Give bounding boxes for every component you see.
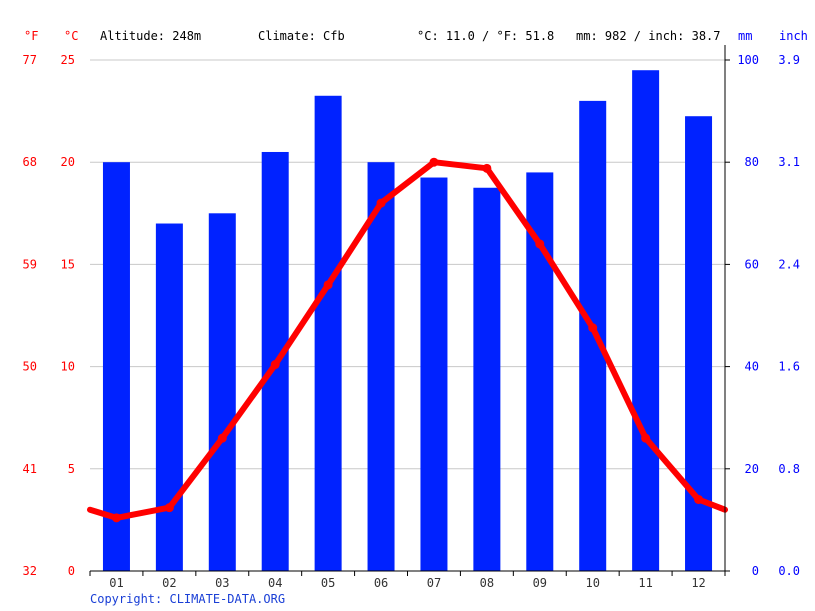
mm-tick-label: 100 bbox=[737, 53, 759, 67]
precipitation-bar bbox=[102, 162, 130, 571]
temperature-point bbox=[323, 280, 333, 290]
temperature-average-text: °C: 11.0 / °F: 51.8 bbox=[417, 29, 554, 43]
x-tick-label: 02 bbox=[162, 576, 176, 590]
temperature-point bbox=[641, 433, 651, 443]
x-tick-label: 04 bbox=[268, 576, 282, 590]
celsius-unit-label: °C bbox=[64, 29, 78, 43]
climate-text: Climate: Cfb bbox=[258, 29, 345, 43]
x-tick-label: 10 bbox=[585, 576, 599, 590]
precipitation-bar bbox=[420, 177, 448, 571]
fahrenheit-tick-label: 32 bbox=[23, 564, 37, 578]
temperature-point bbox=[588, 323, 598, 333]
mm-tick-label: 0 bbox=[752, 564, 759, 578]
temperature-point bbox=[694, 494, 704, 504]
temperature-point bbox=[111, 513, 121, 523]
mm-tick-label: 20 bbox=[745, 462, 759, 476]
x-tick-label: 11 bbox=[638, 576, 652, 590]
temperature-point bbox=[270, 360, 280, 370]
x-tick-label: 05 bbox=[321, 576, 335, 590]
x-tick-label: 01 bbox=[109, 576, 123, 590]
celsius-tick-label: 0 bbox=[68, 564, 75, 578]
precipitation-total-text: mm: 982 / inch: 38.7 bbox=[576, 29, 721, 43]
x-tick-label: 12 bbox=[691, 576, 705, 590]
celsius-tick-label: 5 bbox=[68, 462, 75, 476]
mm-unit-label: mm bbox=[738, 29, 752, 43]
temperature-point bbox=[164, 503, 174, 513]
x-tick-label: 09 bbox=[533, 576, 547, 590]
x-tick-label: 06 bbox=[374, 576, 388, 590]
celsius-tick-label: 15 bbox=[61, 257, 75, 271]
inch-tick-label: 1.6 bbox=[778, 360, 800, 374]
altitude-text: Altitude: 248m bbox=[100, 29, 201, 43]
copyright-text: Copyright: CLIMATE-DATA.ORG bbox=[90, 592, 285, 606]
mm-tick-label: 80 bbox=[745, 155, 759, 169]
precipitation-bar bbox=[632, 70, 660, 571]
fahrenheit-tick-label: 77 bbox=[23, 53, 37, 67]
fahrenheit-tick-label: 41 bbox=[23, 462, 37, 476]
grid-lines bbox=[90, 59, 725, 470]
mm-tick-label: 40 bbox=[745, 360, 759, 374]
precipitation-bar bbox=[367, 162, 395, 571]
precipitation-bar bbox=[155, 223, 183, 571]
precipitation-bar bbox=[473, 187, 501, 571]
inch-tick-label: 0.8 bbox=[778, 462, 800, 476]
fahrenheit-tick-label: 68 bbox=[23, 155, 37, 169]
temperature-point bbox=[482, 163, 492, 173]
precipitation-bars bbox=[102, 70, 713, 572]
celsius-tick-label: 20 bbox=[61, 155, 75, 169]
x-tick-label: 07 bbox=[427, 576, 441, 590]
inch-tick-label: 2.4 bbox=[778, 257, 800, 271]
inch-tick-label: 3.1 bbox=[778, 155, 800, 169]
x-tick-label: 03 bbox=[215, 576, 229, 590]
temperature-point bbox=[217, 433, 227, 443]
fahrenheit-unit-label: °F bbox=[24, 29, 38, 43]
axis-labels: 01 02 03 04 05 06 07 08 09 10 11 123241505968770510… bbox=[23, 53, 800, 590]
inch-tick-label: 3.9 bbox=[778, 53, 800, 67]
temperature-point bbox=[429, 157, 439, 167]
temperature-line bbox=[87, 157, 728, 523]
temperature-point bbox=[535, 239, 545, 249]
temperature-point bbox=[376, 198, 386, 208]
x-tick-label: 08 bbox=[480, 576, 494, 590]
inch-tick-label: 0.0 bbox=[778, 564, 800, 578]
mm-tick-label: 60 bbox=[745, 257, 759, 271]
temperature-series-line bbox=[87, 159, 728, 521]
axes bbox=[89, 45, 730, 576]
celsius-tick-label: 25 bbox=[61, 53, 75, 67]
fahrenheit-tick-label: 59 bbox=[23, 257, 37, 271]
inch-unit-label: inch bbox=[779, 29, 808, 43]
celsius-tick-label: 10 bbox=[61, 360, 75, 374]
fahrenheit-tick-label: 50 bbox=[23, 360, 37, 374]
precipitation-bar bbox=[208, 213, 236, 572]
precipitation-bar bbox=[579, 100, 607, 571]
precipitation-bar bbox=[314, 95, 342, 572]
